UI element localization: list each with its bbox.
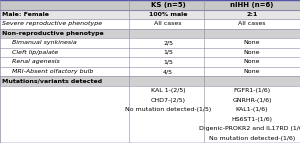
Text: None: None (244, 50, 260, 55)
Text: HS6ST1-(1/6): HS6ST1-(1/6) (232, 117, 272, 122)
Text: All cases: All cases (154, 21, 182, 26)
Bar (0, 105, 300, 114)
Text: No mutation detected-(1/6): No mutation detected-(1/6) (209, 136, 295, 141)
Text: 2/5: 2/5 (163, 40, 173, 45)
Bar (0, 95, 300, 105)
Text: 4/5: 4/5 (163, 69, 173, 74)
Text: Male: Female: Male: Female (2, 12, 49, 17)
Text: 1/5: 1/5 (163, 50, 173, 55)
Bar (0, 124, 300, 133)
Text: GNRHR-(1/6): GNRHR-(1/6) (232, 98, 272, 103)
Text: Renal agenesis: Renal agenesis (12, 59, 60, 64)
Bar (0, 76, 300, 86)
Text: nIHH (n=6): nIHH (n=6) (230, 2, 274, 8)
Text: KAL1-(1/6): KAL1-(1/6) (236, 107, 268, 112)
Text: Cleft lip/palate: Cleft lip/palate (12, 50, 58, 55)
Bar (0, 67, 300, 76)
Text: All cases: All cases (238, 21, 266, 26)
Bar (0, 38, 300, 48)
Text: None: None (244, 40, 260, 45)
Text: No mutation detected-(1/5): No mutation detected-(1/5) (125, 107, 211, 112)
Text: 1/5: 1/5 (163, 59, 173, 64)
Text: Bimanual synkinesia: Bimanual synkinesia (12, 40, 77, 45)
Text: Mutations/variants detected: Mutations/variants detected (2, 79, 102, 84)
Bar (0, 10, 300, 19)
Bar (0, 29, 300, 38)
Text: KAL 1-(2/5): KAL 1-(2/5) (151, 88, 185, 93)
Text: 2:1: 2:1 (246, 12, 258, 17)
Bar (0, 57, 300, 67)
Text: KS (n=5): KS (n=5) (151, 2, 185, 8)
Bar (0, 0, 300, 10)
Text: Non-reproductive phenotype: Non-reproductive phenotype (2, 31, 103, 36)
Text: MRI-Absent olfactory bulb: MRI-Absent olfactory bulb (12, 69, 93, 74)
Bar (0, 133, 300, 143)
Text: FGFR1-(1/6): FGFR1-(1/6) (233, 88, 271, 93)
Text: 100% male: 100% male (149, 12, 187, 17)
Text: Digenic-PROKR2 and IL17RD (1/6): Digenic-PROKR2 and IL17RD (1/6) (199, 126, 300, 131)
Bar (0, 86, 300, 95)
Text: Severe reproductive phenotype: Severe reproductive phenotype (2, 21, 102, 26)
Text: CHD7-(2/5): CHD7-(2/5) (151, 98, 185, 103)
Bar (0, 19, 300, 29)
Text: None: None (244, 69, 260, 74)
Bar (0, 114, 300, 124)
Text: None: None (244, 59, 260, 64)
Bar (0, 48, 300, 57)
